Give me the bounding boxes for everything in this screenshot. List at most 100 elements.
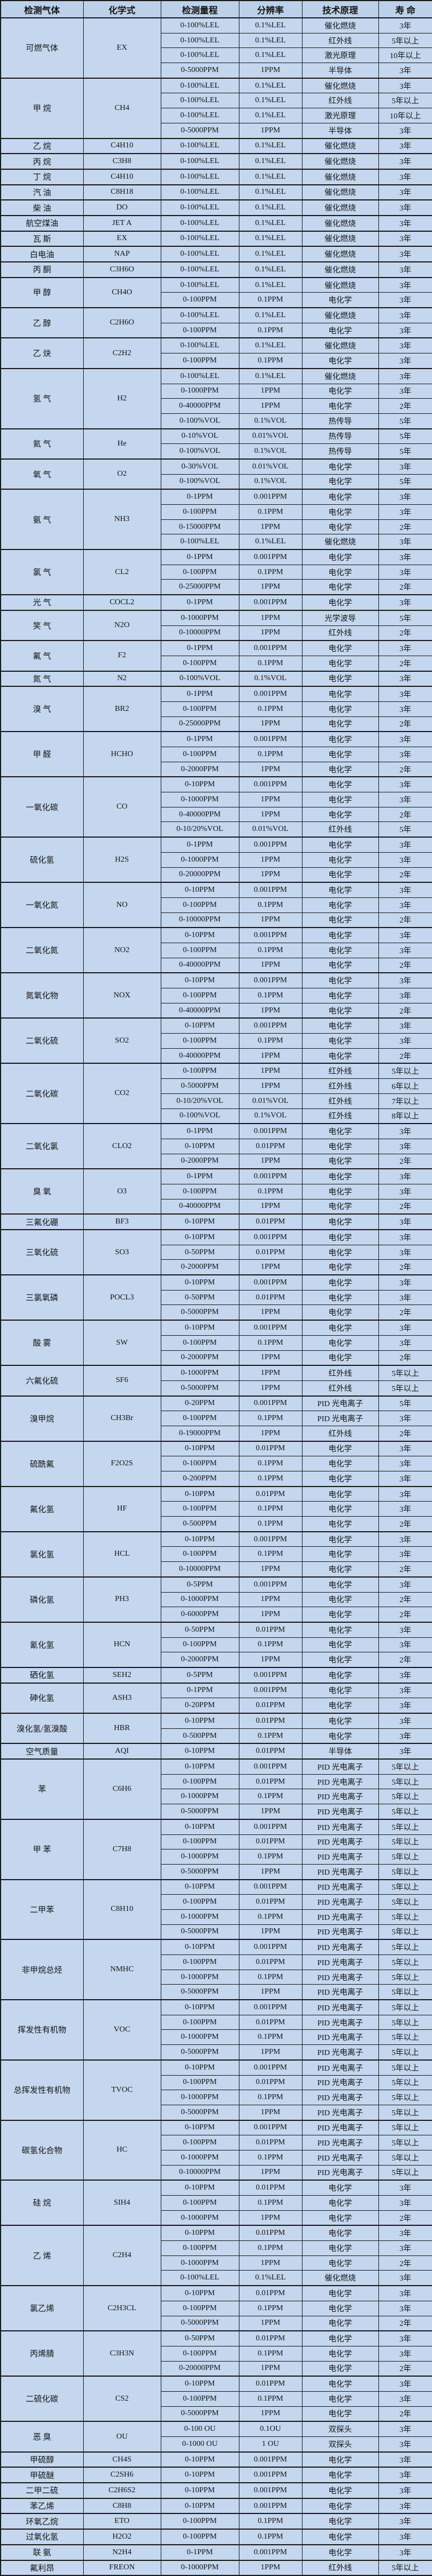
resolution-cell: 1PPM <box>238 792 303 807</box>
range-cell: 0-100PPM <box>160 1834 239 1850</box>
resolution-cell: 0.001PPM <box>238 2482 303 2499</box>
lifespan-cell: 5年以上 <box>378 93 432 109</box>
table-row: 0-100PPM 0.1PPM 电化学 3年 <box>1 1335 432 1351</box>
gas-name-cell: 砷化氢 <box>0 1682 84 1714</box>
resolution-cell: 1PPM <box>238 1804 303 1820</box>
principle-cell: 催化燃烧 <box>301 17 379 34</box>
principle-cell: 电化学 <box>301 383 379 399</box>
gas-name-cell: 氯 气 <box>0 549 84 595</box>
lifespan-cell: 2年 <box>378 1516 432 1532</box>
resolution-cell: 0.01PPM <box>238 1621 303 1638</box>
gas-name-cell: 甲 醇 <box>0 276 84 308</box>
table-row: 白电油 NAP 0-100%LEL 0.1%LEL 催化燃烧 3年 <box>0 246 432 262</box>
principle-cell: 电化学 <box>301 1259 379 1275</box>
principle-cell: PID 光电离子 <box>301 1774 379 1790</box>
principle-cell: PID 光电离子 <box>301 1894 379 1910</box>
table-row: 甲 烷 CH4 0-100%LEL 0.1%LEL 催化燃烧 3年 <box>0 77 432 138</box>
table-row: 0-100%LEL 0.1%LEL 催化燃烧 3年 <box>1 534 432 550</box>
lifespan-cell: 3年 <box>378 2376 432 2392</box>
formula-cell: C3H8 <box>83 153 161 170</box>
range-cell: 0-100PPM <box>160 2391 239 2407</box>
formula-cell: C4H10 <box>83 137 161 154</box>
range-cell: 0-50PPM <box>160 1621 239 1638</box>
lifespan-cell: 2年 <box>378 1561 432 1578</box>
formula-cell: COCL2 <box>83 594 161 611</box>
gas-name-cell: 二氧化氯 <box>0 1123 84 1169</box>
principle-cell: 电化学 <box>301 837 379 853</box>
range-cell: 0-100%LEL <box>160 108 239 123</box>
lifespan-cell: 3年 <box>378 1138 432 1154</box>
resolution-cell: 1PPM <box>238 63 303 79</box>
gas-name-cell: 环氧乙烷 <box>0 2513 84 2530</box>
range-cell: 0-100PPM <box>160 2513 239 2530</box>
range-cell: 0-40000PPM <box>160 398 239 414</box>
lifespan-cell: 5年以上 <box>378 2044 432 2061</box>
lifespan-cell: 3年 <box>378 1666 432 1684</box>
principle-cell: 电化学 <box>301 776 379 793</box>
table-row: 甲硫醚 C2SH6 0-10PPM 0.001PPM 电化学 3年 <box>0 2467 432 2483</box>
table-row: 0-40000PPM 1PPM 电化学 2年 <box>1 957 432 973</box>
resolution-cell: 0.1%VOL <box>238 474 303 490</box>
resolution-cell: 0.1PPM <box>238 2300 303 2316</box>
principle-cell: 电化学 <box>301 686 379 702</box>
resolution-cell: 1PPM <box>238 867 303 883</box>
principle-cell: 电化学 <box>301 655 379 672</box>
range-cell: 0-1000PPM <box>160 1592 239 1608</box>
lifespan-cell: 2年 <box>378 761 432 777</box>
range-cell: 0-100PPM <box>160 1954 239 1970</box>
gas-name-cell: 磷化氢 <box>0 1576 84 1623</box>
lifespan-cell: 3年 <box>378 686 432 702</box>
lifespan-cell: 3年 <box>378 1698 432 1714</box>
table-row: 氮氧化物 NOX 0-10PPM 0.001PPM 电化学 3年 <box>0 972 432 1019</box>
principle-cell: 催化燃烧 <box>301 230 379 247</box>
principle-cell: PID 光电离子 <box>301 2164 379 2181</box>
resolution-cell: 0.001PPM <box>238 2544 303 2560</box>
lifespan-cell: 3年 <box>378 988 432 1003</box>
table-row: 乙 烷 C4H10 0-100%LEL 0.1%LEL 催化燃烧 3年 <box>0 137 432 154</box>
lifespan-cell: 3年 <box>378 1033 432 1049</box>
resolution-cell: 0.001PPM <box>238 686 303 702</box>
gas-name-cell: 可燃气体 <box>0 17 84 79</box>
formula-cell: SO3 <box>83 1229 161 1275</box>
resolution-cell: 0.001PPM <box>238 882 303 898</box>
principle-cell: 催化燃烧 <box>301 246 379 262</box>
resolution-cell: 0.001PPM <box>238 1879 303 1895</box>
gas-name-cell: 丙 酮 <box>0 261 84 278</box>
table-row: 光 气 COCL2 0-1PPM 0.001PPM 电化学 3年 <box>0 594 432 611</box>
table-row: 甲 苯 C7H8 0-10PPM 0.001PPM PID 光电离子 5年以上 <box>0 1818 432 1880</box>
table-row: 丙 烷 C3H8 0-100%LEL 0.1%LEL 催化燃烧 3年 <box>0 153 432 170</box>
table-row: 联 氨 N2H4 0-1PPM 0.001PPM 电化学 3年 <box>0 2544 432 2560</box>
lifespan-cell: 2年 <box>378 1304 432 1321</box>
range-cell: 0-100PPM <box>160 2195 239 2211</box>
principle-cell: 电化学 <box>301 1712 379 1729</box>
formula-cell: N2O <box>83 609 161 641</box>
principle-cell: 电化学 <box>301 1213 379 1230</box>
table-row: 一氧化碳 CO 0-10PPM 0.001PPM 电化学 3年 <box>0 776 432 838</box>
range-cell: 0-5000PPM <box>160 1984 239 2000</box>
principle-cell: PID 光电离子 <box>301 1818 379 1835</box>
gas-name-cell: 丙 烷 <box>0 153 84 170</box>
range-cell: 0-10PPM <box>160 1758 239 1775</box>
range-cell: 0-10PPM <box>160 1017 239 1034</box>
formula-cell: C6H6 <box>83 1758 161 1820</box>
lifespan-cell: 5年 <box>378 474 432 490</box>
lifespan-cell: 3年 <box>378 1501 432 1517</box>
gas-name-cell: 六氟化硫 <box>0 1365 84 1397</box>
formula-cell: SF6 <box>83 1365 161 1397</box>
gas-name-cell: 溴甲烷 <box>0 1395 84 1442</box>
gas-name-cell: 丁 烷 <box>0 168 84 185</box>
range-cell: 0-100PPM <box>160 988 239 1003</box>
gas-name-cell: 硫化氢 <box>0 837 84 883</box>
gas-name-cell: 氟化氢 <box>0 1485 84 1532</box>
table-row: 环氧乙烷 ETO 0-100PPM 0.1PPM 电化学 3年 <box>0 2513 432 2530</box>
principle-cell: 电化学 <box>301 1561 379 1578</box>
resolution-cell: 0.1PPM <box>238 1456 303 1471</box>
lifespan-cell: 3年 <box>378 1335 432 1351</box>
principle-cell: 电化学 <box>301 1666 379 1684</box>
principle-cell: 半导体 <box>301 1743 379 1760</box>
lifespan-cell: 3年 <box>378 1440 432 1457</box>
lifespan-cell: 5年以上 <box>378 2014 432 2030</box>
formula-cell: SW <box>83 1320 161 1366</box>
formula-cell: C2H4 <box>83 2225 161 2286</box>
resolution-cell: 1PPM <box>238 579 303 595</box>
